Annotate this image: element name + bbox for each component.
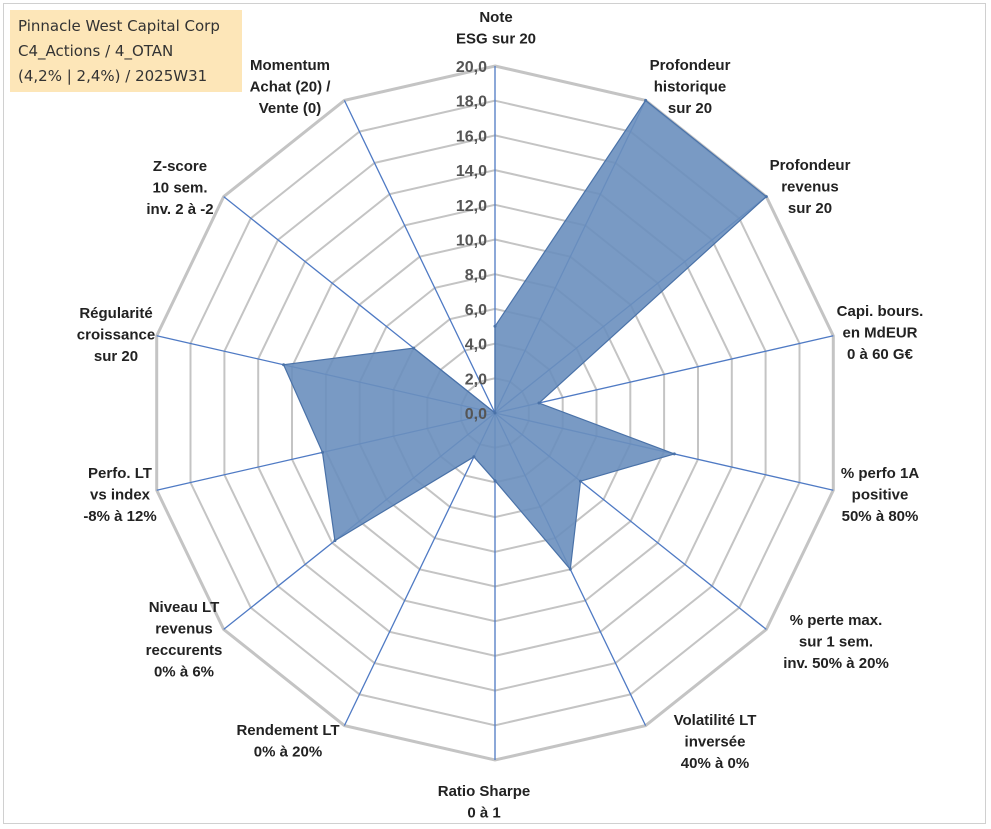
tick-label: 8,0 (465, 267, 487, 284)
radar-tick-labels: 0,0 2,0 4,0 6,0 8,0 10,0 12,0 14,0 16,0 18,0 20,0 (456, 59, 487, 423)
data-point (412, 346, 416, 350)
tick-label: 4,0 (465, 337, 487, 354)
axis-label: Capi. bours. en MdEUR 0 à 60 G€ (837, 303, 924, 363)
axis-label: Rendement LT 0% à 20% (236, 722, 339, 761)
axis-label: % perfo 1A positive 50% à 80% (841, 465, 920, 525)
axis-label: Profondeur revenus sur 20 (770, 157, 851, 217)
axis-label: Régularité croissance sur 20 (77, 305, 155, 365)
axis-label: Profondeur historique sur 20 (650, 57, 731, 117)
title-line-2: C4_Actions / 4_OTAN (18, 42, 174, 60)
data-point (321, 450, 324, 454)
axis-label: Note ESG sur 20 (456, 9, 536, 48)
data-point (493, 411, 497, 415)
data-point (672, 452, 676, 456)
tick-label: 20,0 (456, 59, 487, 76)
axis-label: Momentum Achat (20) / Vente (0) (250, 57, 332, 117)
axis-label: Niveau LT revenus reccurents 0% à 6% (146, 599, 223, 681)
data-point (537, 401, 541, 405)
data-point (644, 98, 648, 102)
data-point (568, 567, 572, 571)
data-point (764, 195, 768, 199)
data-point (493, 479, 497, 483)
axis-spoke (343, 100, 496, 414)
radar-axis-labels: Note ESG sur 20 Profondeur historique sur 20… (77, 9, 924, 822)
tick-label: 14,0 (456, 163, 487, 180)
data-point (493, 324, 497, 328)
axis-label: Ratio Sharpe 0 à 1 (438, 783, 531, 822)
axis-spoke (494, 335, 834, 414)
title-line-1: Pinnacle West Capital Corp (18, 17, 220, 35)
axis-label: Volatilité LT inversée 40% à 0% (674, 712, 757, 772)
tick-label: 12,0 (456, 198, 487, 215)
tick-label: 2,0 (465, 371, 487, 388)
tick-label: 6,0 (465, 302, 487, 319)
axis-label: Perfo. LT vs index -8% à 12% (83, 465, 156, 525)
title-line-3: (4,2% | 2,4%) / 2025W31 (18, 67, 208, 85)
tick-label: 16,0 (456, 128, 487, 145)
data-point (282, 363, 286, 367)
data-point (472, 455, 476, 459)
axis-spoke (343, 412, 496, 726)
tick-label: 10,0 (456, 233, 487, 250)
tick-label: 0,0 (465, 406, 487, 423)
series-area (282, 99, 768, 571)
tick-label: 18,0 (456, 94, 487, 111)
axis-label: % perte max. sur 1 sem. inv. 50% à 20% (783, 612, 889, 672)
chart-title: Pinnacle West Capital Corp C4_Actions / … (10, 10, 242, 92)
data-point (333, 539, 337, 543)
radar-series (282, 98, 768, 571)
axis-label: Z-score 10 sem. inv. 2 à -2 (146, 158, 213, 218)
data-point (579, 479, 582, 483)
